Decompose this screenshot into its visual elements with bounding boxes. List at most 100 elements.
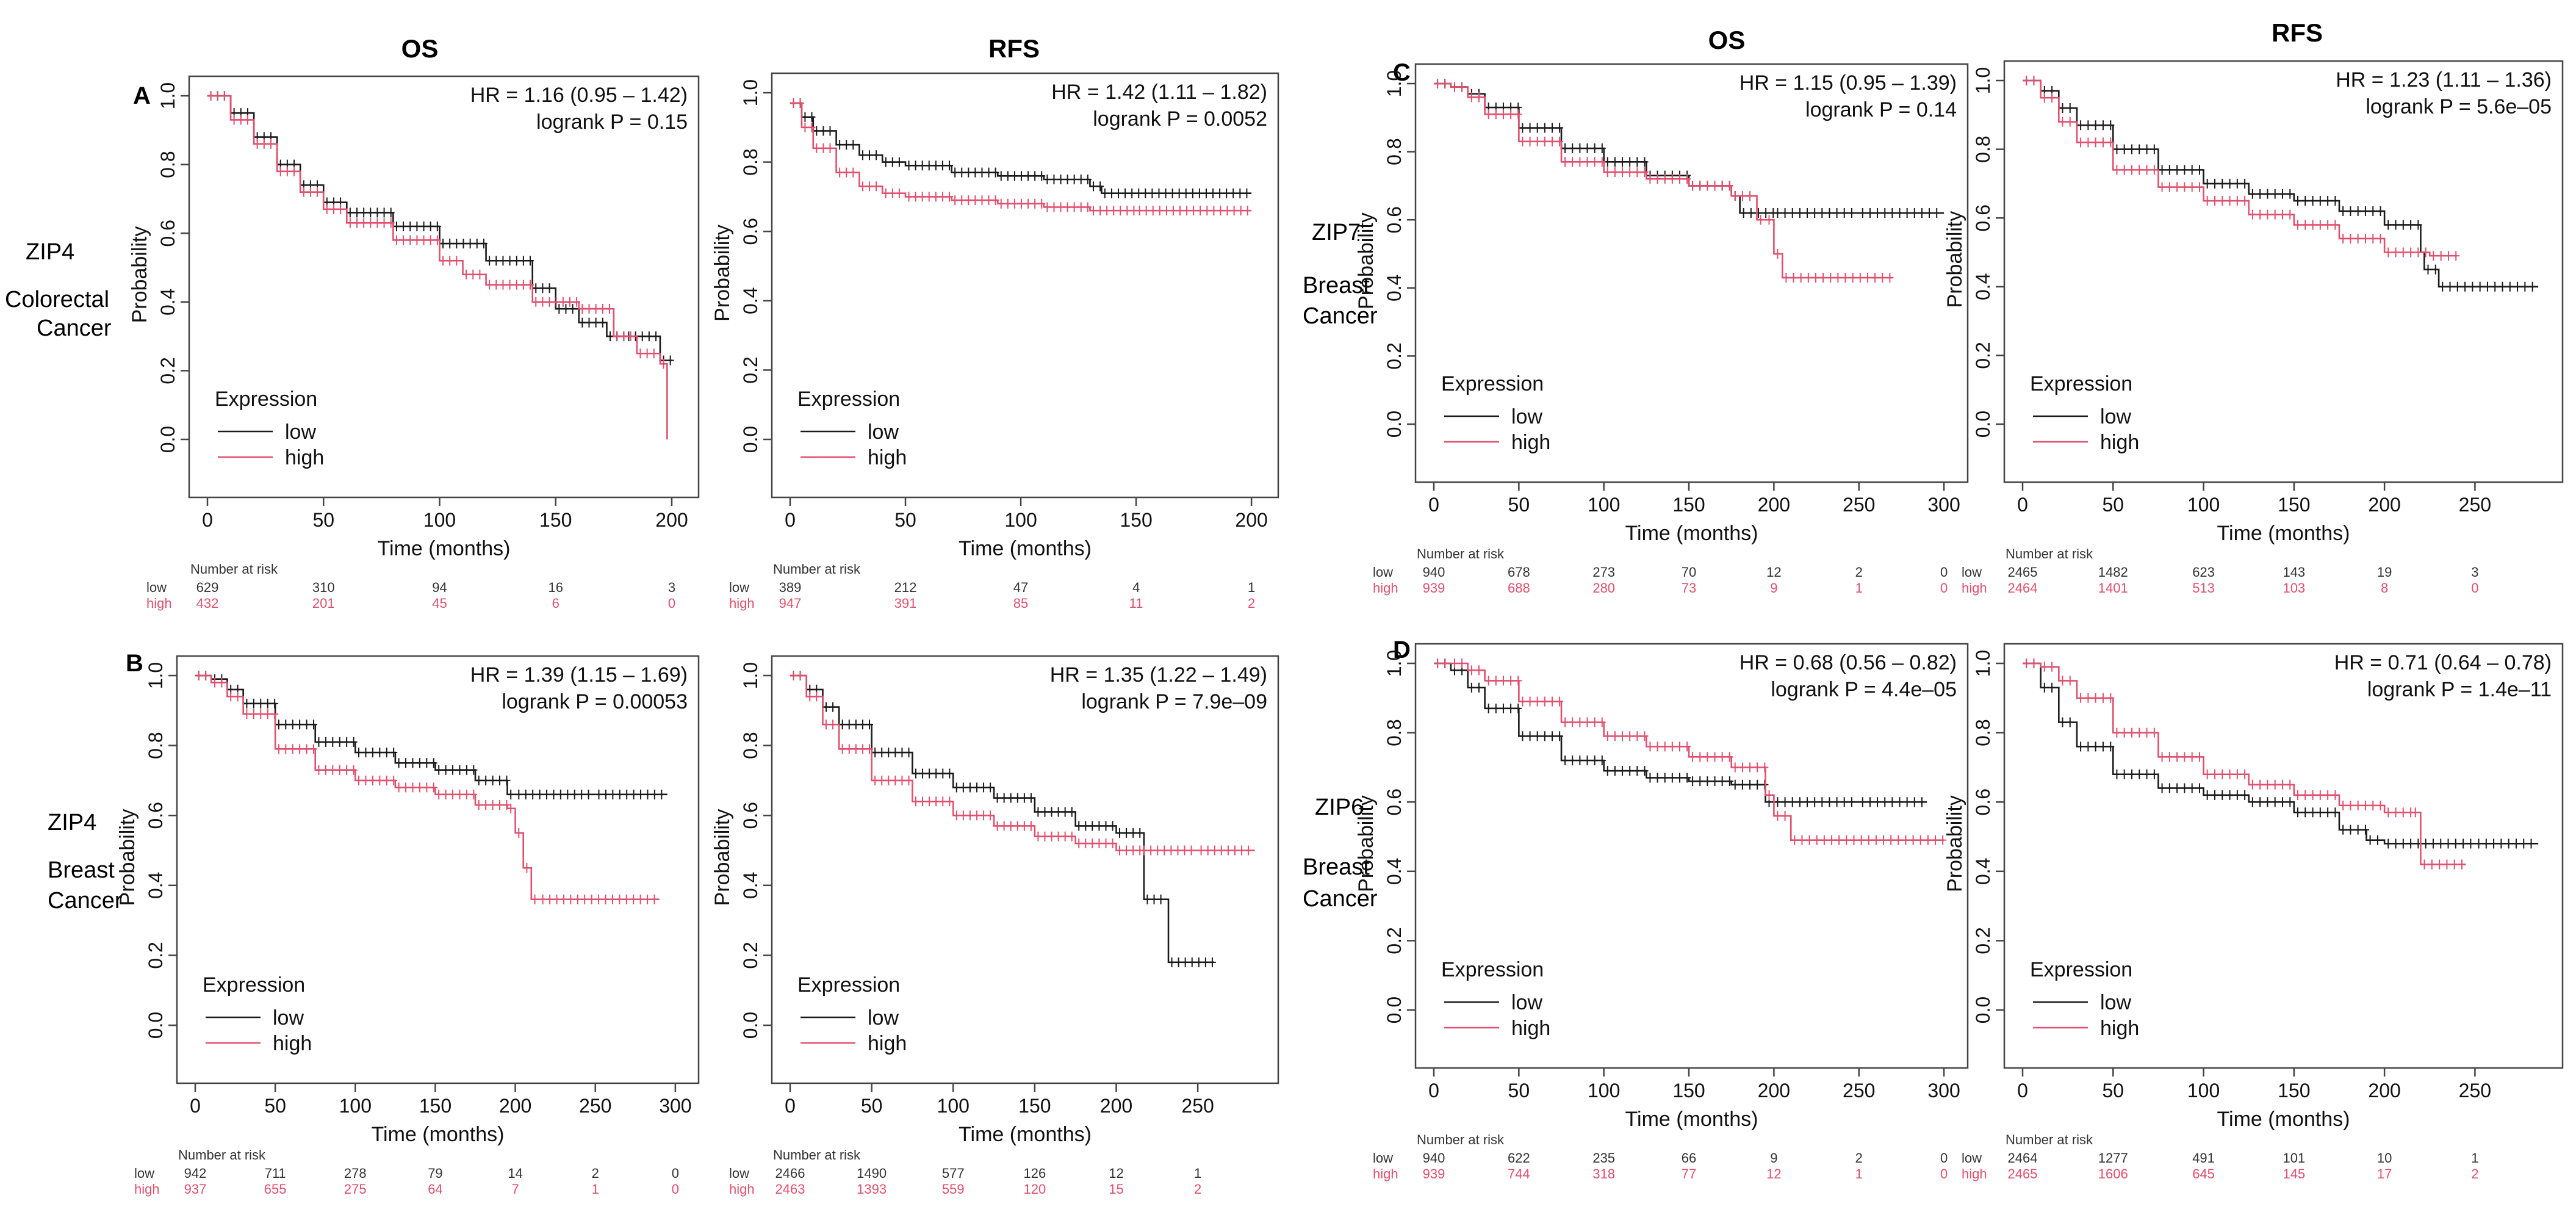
censor-mark-high xyxy=(1798,835,1806,845)
censor-mark-low xyxy=(1492,703,1500,713)
censor-mark-high xyxy=(1238,845,1246,856)
censor-mark-low xyxy=(1236,188,1244,198)
censor-mark-high xyxy=(1237,206,1245,216)
censor-mark-low xyxy=(2514,281,2522,292)
censor-mark-low xyxy=(243,698,251,709)
censor-mark-low xyxy=(296,720,304,730)
censor-mark-low xyxy=(2248,797,2256,807)
censor-mark-high xyxy=(2066,117,2074,127)
censor-mark-low xyxy=(355,748,363,758)
censor-mark-high xyxy=(1561,717,1569,727)
censor-mark-low xyxy=(1583,143,1591,154)
x-axis-label: Time (months) xyxy=(1625,1108,1758,1131)
censor-mark-low xyxy=(2211,790,2218,800)
censor-mark-low xyxy=(362,748,370,758)
risk-table-title: Number at risk xyxy=(190,561,278,577)
censor-mark-low xyxy=(346,207,354,218)
censor-mark-low xyxy=(1918,797,1926,807)
x-tick-label: 250 xyxy=(2459,494,2491,516)
censor-mark-high xyxy=(1626,731,1634,741)
censor-mark-low xyxy=(2158,165,2166,175)
censor-mark-low xyxy=(644,789,652,799)
censor-mark-high xyxy=(1434,658,1442,668)
censor-mark-low xyxy=(2373,835,2381,845)
censor-mark-high xyxy=(353,218,361,228)
censor-mark-low xyxy=(1467,682,1475,693)
censor-mark-high xyxy=(2135,727,2143,738)
censor-mark-high xyxy=(1718,752,1726,762)
censor-mark-high xyxy=(406,235,414,245)
censor-mark-high xyxy=(2218,769,2226,779)
censor-mark-high xyxy=(1661,741,1669,752)
censor-mark-low xyxy=(506,256,514,266)
censor-mark-high xyxy=(1000,821,1008,831)
censor-mark-high xyxy=(1154,845,1162,856)
censor-mark-low xyxy=(532,283,540,294)
censor-mark-low xyxy=(1077,175,1085,184)
censor-mark-low xyxy=(585,317,593,328)
censor-mark-low xyxy=(1533,123,1541,133)
censor-mark-low xyxy=(1013,793,1021,803)
censor-mark-low xyxy=(1182,188,1190,198)
risk-row-label-low: low xyxy=(729,580,749,595)
risk-count-low: 2464 xyxy=(2008,1150,2038,1166)
row-label-c-gene: ZIP7 xyxy=(1312,220,1361,245)
censor-mark-high xyxy=(1849,273,1857,283)
censor-mark-low xyxy=(630,789,638,799)
km-curve-low xyxy=(790,674,1214,964)
risk-count-high: 8 xyxy=(2381,580,2388,596)
y-tick-label: 0.8 xyxy=(1383,138,1405,165)
risk-row-label-high: high xyxy=(134,1181,160,1197)
censor-mark-low xyxy=(2286,189,2294,199)
censor-mark-high xyxy=(973,810,980,821)
panel-letter-d: D xyxy=(1393,637,1411,663)
censor-mark-high xyxy=(2218,196,2226,206)
risk-count-high: 0 xyxy=(2471,580,2478,596)
censor-mark-low xyxy=(2143,769,2151,779)
censor-mark-low xyxy=(539,283,547,294)
censor-mark-high xyxy=(519,280,527,290)
risk-count-high: 1 xyxy=(1855,1166,1863,1181)
y-tick-label: 0.6 xyxy=(1972,204,1994,231)
censor-mark-low xyxy=(275,720,282,730)
y-axis-label: Probability xyxy=(1943,211,1966,308)
censor-mark-low xyxy=(453,239,461,249)
risk-count-low: 212 xyxy=(894,580,917,595)
censor-mark-high xyxy=(1123,206,1131,216)
censor-mark-high xyxy=(2128,727,2135,738)
legend-title: Expression xyxy=(2030,958,2132,981)
y-tick-label: 0.0 xyxy=(739,426,761,453)
censor-mark-high xyxy=(2248,779,2256,790)
censor-mark-high xyxy=(1441,658,1449,668)
censor-mark-low xyxy=(993,793,1001,803)
censor-mark-low xyxy=(1576,756,1584,766)
legend-label-low: low xyxy=(2100,991,2131,1014)
risk-count-high: 0 xyxy=(1940,580,1948,596)
censor-mark-high xyxy=(264,709,272,720)
x-tick-label: 100 xyxy=(1588,494,1620,516)
censor-mark-low xyxy=(2271,797,2279,807)
censor-mark-low xyxy=(616,789,624,799)
y-axis-label: Probability xyxy=(1943,795,1966,892)
censor-mark-high xyxy=(476,269,484,280)
censor-mark-low xyxy=(658,789,666,799)
censor-mark-high xyxy=(1090,206,1097,216)
censor-mark-low xyxy=(1088,821,1096,831)
risk-count-low: 1482 xyxy=(2098,565,2128,580)
x-tick-label: 0 xyxy=(202,509,213,531)
plot-frame xyxy=(2003,643,2564,1069)
censor-mark-high xyxy=(2173,182,2181,192)
risk-count-low: 16 xyxy=(548,580,563,595)
censor-mark-high xyxy=(643,348,651,359)
censor-mark-high xyxy=(322,765,329,775)
risk-count-high: 2464 xyxy=(2008,580,2038,596)
censor-mark-high xyxy=(627,331,635,342)
censor-mark-low xyxy=(1598,756,1606,766)
censor-mark-high xyxy=(2099,137,2107,148)
plot-frame xyxy=(176,655,700,1084)
x-tick-label: 50 xyxy=(264,1095,286,1117)
censor-mark-low xyxy=(2226,790,2234,800)
censor-mark-low xyxy=(2059,717,2067,727)
censor-mark-high xyxy=(985,195,993,206)
